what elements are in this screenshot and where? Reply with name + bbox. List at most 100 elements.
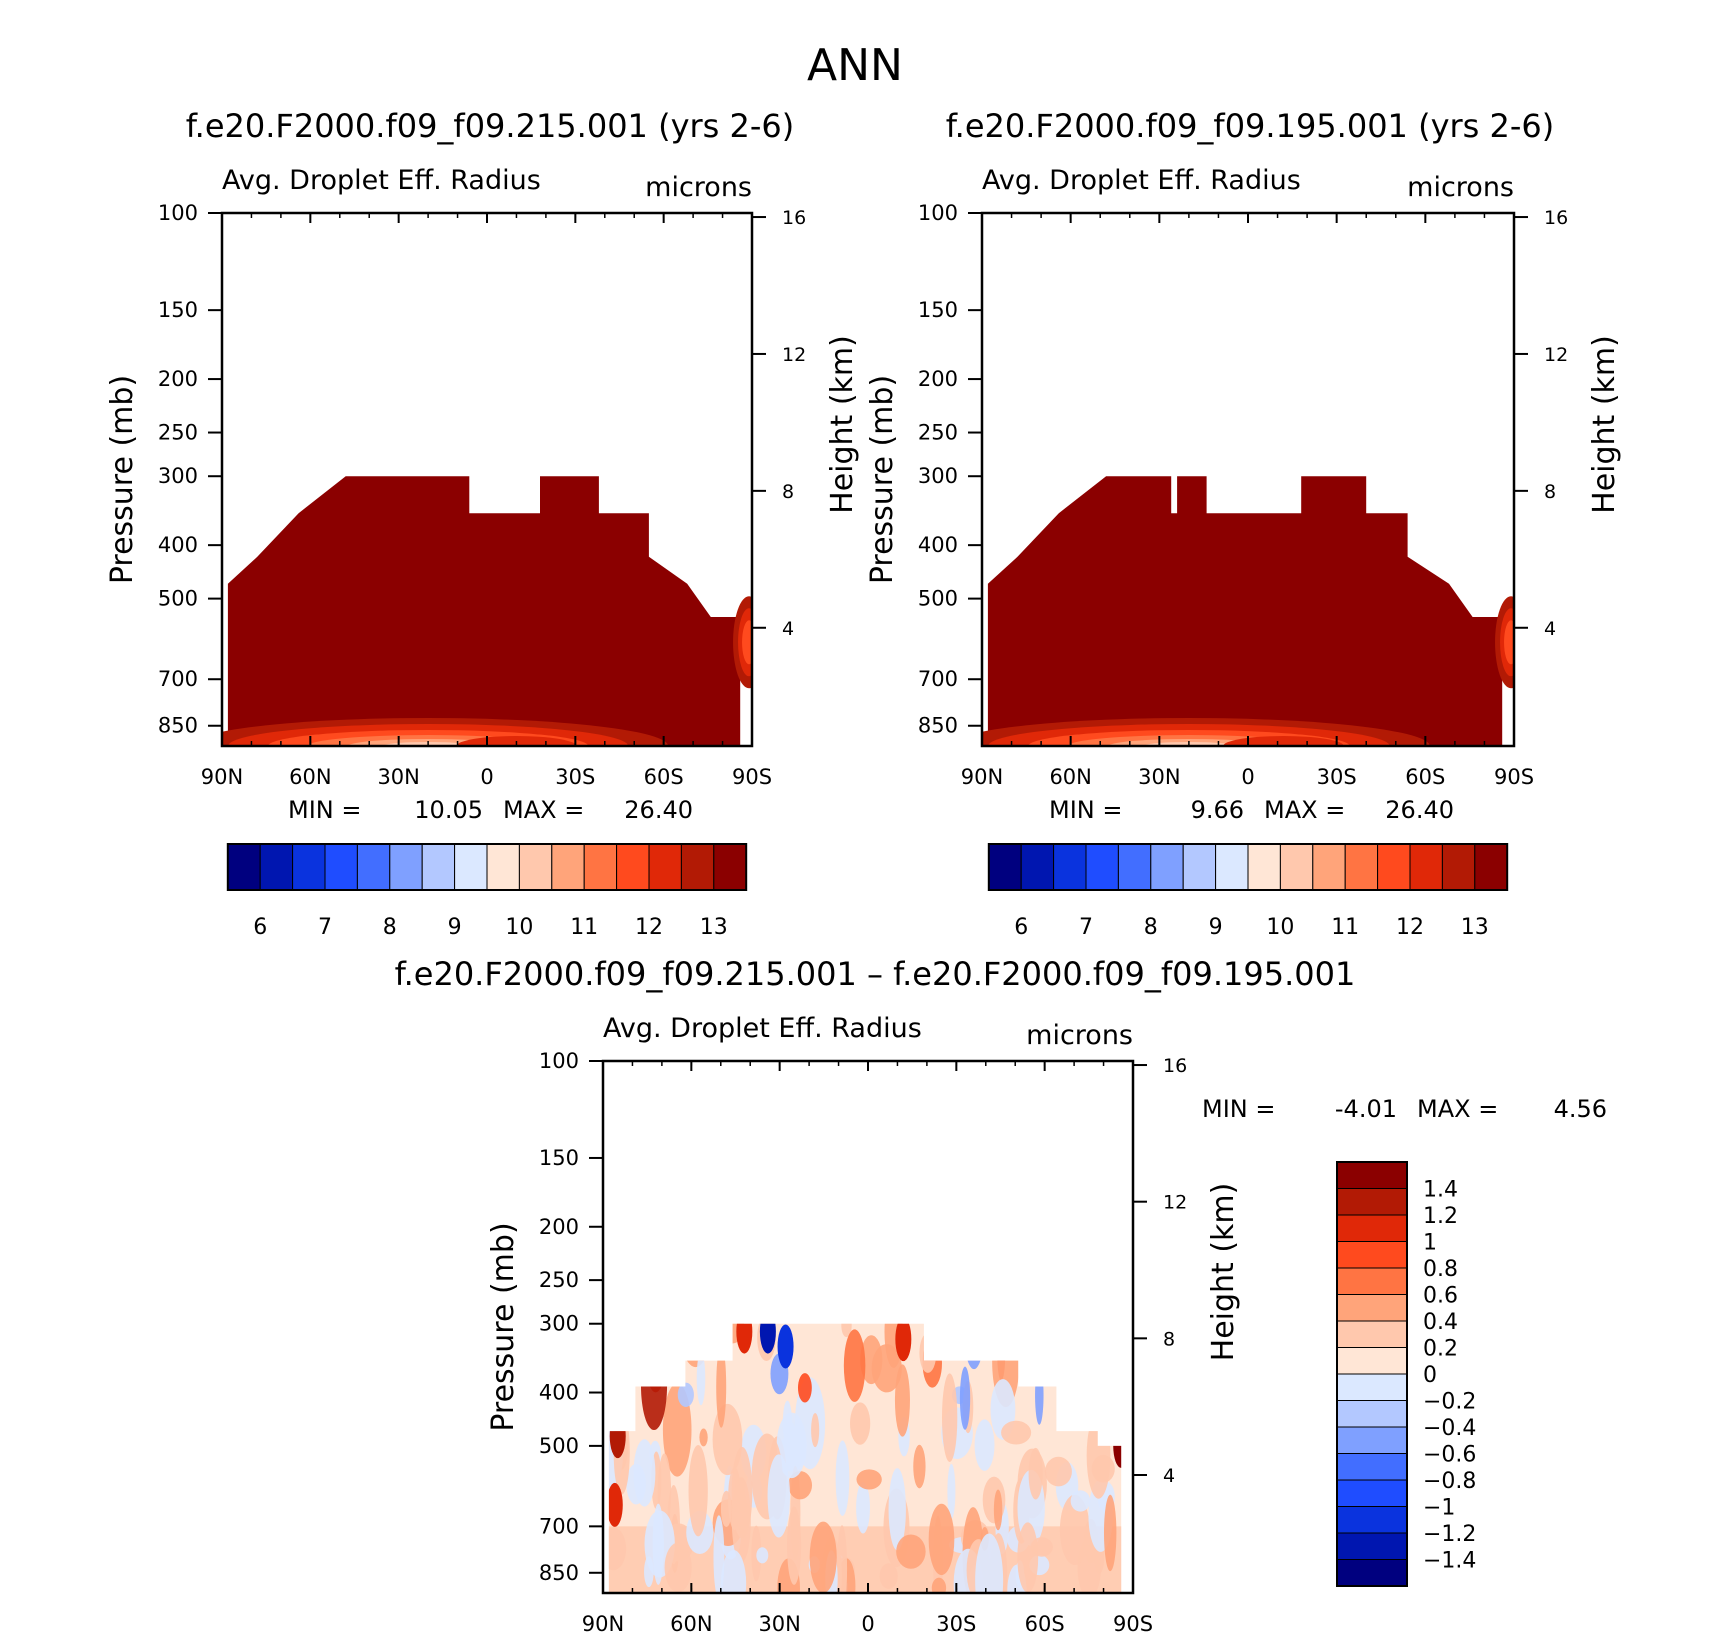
diff-patch <box>871 1344 902 1393</box>
max-label: MAX = <box>1417 1095 1498 1123</box>
diff-patch <box>751 1525 762 1582</box>
y2-tick-label: 8 <box>782 481 794 503</box>
colorbar-swatch <box>713 843 747 891</box>
max-label: MAX = <box>503 796 584 824</box>
y2-tick-label: 4 <box>782 618 794 640</box>
x-tick-label: 30N <box>377 765 419 789</box>
y-tick-label: 250 <box>158 421 198 445</box>
diff-patch <box>1103 1494 1117 1572</box>
diff-patch <box>843 1329 866 1402</box>
cloud-region <box>227 476 741 746</box>
diff-patch <box>787 1506 802 1585</box>
diff-patch <box>1086 1412 1111 1499</box>
diff-patch <box>1070 1490 1091 1512</box>
colorbar-swatch <box>1441 843 1476 891</box>
colorbar-label: 10 <box>1266 915 1294 940</box>
colorbar-swatch <box>1336 1241 1408 1269</box>
colorbar-swatch <box>454 843 488 891</box>
colorbar-label: −0.6 <box>1423 1443 1476 1468</box>
colorbar-swatch <box>1247 843 1281 891</box>
colorbar-label: −0.2 <box>1423 1390 1476 1415</box>
min-label: MIN = <box>288 796 361 824</box>
colorbar-swatch <box>583 843 618 891</box>
colorbar-swatch <box>1150 843 1184 891</box>
colorbar-label: 13 <box>1461 915 1489 940</box>
colorbar-swatch <box>1377 843 1411 891</box>
y-tick-label: 400 <box>918 533 958 557</box>
y-tick-label: 400 <box>539 1381 579 1405</box>
x-tick-label: 90S <box>732 765 772 789</box>
y2-tick-label: 16 <box>1163 1055 1187 1077</box>
diff-patch <box>785 1421 797 1453</box>
y-axis-label: Pressure (mb) <box>105 375 140 584</box>
variable-label: Avg. Droplet Eff. Radius <box>222 165 541 196</box>
diff-patch <box>928 1503 955 1576</box>
diff-patch <box>879 1563 898 1589</box>
colorbar-swatch <box>1336 1426 1408 1454</box>
colorbar-frame <box>226 843 748 891</box>
y-tick-label: 700 <box>539 1514 579 1538</box>
variable-label: Avg. Droplet Eff. Radius <box>603 1013 922 1044</box>
max-label: MAX = <box>1264 796 1345 824</box>
colorbar-swatch <box>1279 843 1314 891</box>
diff-patch <box>1028 1447 1043 1500</box>
edge-contour <box>742 620 752 665</box>
diff-patch <box>931 1577 947 1593</box>
colorbar-label: −0.8 <box>1423 1469 1476 1494</box>
diff-patch <box>613 1323 633 1383</box>
diff-feature <box>759 1323 776 1354</box>
diff-patch <box>684 1334 716 1361</box>
x-tick-label: 90S <box>1113 1612 1153 1633</box>
y2-tick-label: 16 <box>782 207 806 229</box>
y2-axis-label: Height (km) <box>1206 1183 1241 1362</box>
colorbar-swatch <box>1336 1294 1408 1322</box>
diff-patch <box>841 1323 852 1338</box>
y-tick-label: 300 <box>158 464 198 488</box>
colorbar-swatch <box>292 843 326 891</box>
x-tick-label: 90N <box>201 765 243 789</box>
colorbar-label: 7 <box>1079 915 1093 940</box>
max-value: 4.56 <box>1554 1095 1607 1123</box>
diff-feature <box>1113 1423 1122 1468</box>
diff-feature <box>736 1323 753 1354</box>
panel-3-difference: f.e20.F2000.f09_f09.215.001 – f.e20.F200… <box>395 955 1607 1633</box>
diff-patch <box>731 1477 751 1563</box>
x-tick-label: 90N <box>582 1612 624 1633</box>
y-tick-label: 250 <box>539 1268 579 1292</box>
x-tick-label: 90S <box>1494 765 1534 789</box>
diff-patch <box>679 1323 712 1368</box>
y-tick-label: 700 <box>918 667 958 691</box>
y-tick-label: 850 <box>918 714 958 738</box>
diff-patch <box>640 1340 668 1431</box>
diff-feature <box>609 1414 626 1459</box>
colorbar-swatch <box>1020 843 1055 891</box>
max-value: 26.40 <box>1385 796 1454 824</box>
diff-patch <box>677 1382 694 1407</box>
y-tick-label: 300 <box>539 1312 579 1336</box>
y2-tick-label: 4 <box>1544 618 1556 640</box>
colorbar-label: 8 <box>383 915 397 940</box>
colorbar-swatch <box>1336 1559 1408 1587</box>
colorbar-swatch <box>1215 843 1249 891</box>
y2-tick-label: 12 <box>782 344 806 366</box>
diff-patch <box>720 1490 732 1528</box>
colorbar-swatch <box>551 843 585 891</box>
field <box>222 476 752 746</box>
colorbar-label: 1.4 <box>1423 1178 1458 1203</box>
colorbar-swatch <box>1336 1188 1408 1216</box>
colorbar-swatch <box>1336 1214 1408 1242</box>
y-tick-label: 150 <box>158 298 198 322</box>
colorbar-swatch <box>1085 843 1119 891</box>
colorbar-swatch <box>1336 1161 1408 1189</box>
diff-patch <box>809 1521 837 1593</box>
y-axis-label: Pressure (mb) <box>865 375 900 584</box>
y-tick-label: 150 <box>539 1146 579 1170</box>
diff-feature <box>608 1482 623 1527</box>
min-label: MIN = <box>1202 1095 1275 1123</box>
y-tick-label: 100 <box>158 201 198 225</box>
colorbar-label: 12 <box>635 915 663 940</box>
diff-patch <box>797 1373 812 1403</box>
y2-tick-label: 16 <box>1544 207 1568 229</box>
diff-patch <box>1035 1365 1044 1425</box>
y-tick-label: 700 <box>158 667 198 691</box>
